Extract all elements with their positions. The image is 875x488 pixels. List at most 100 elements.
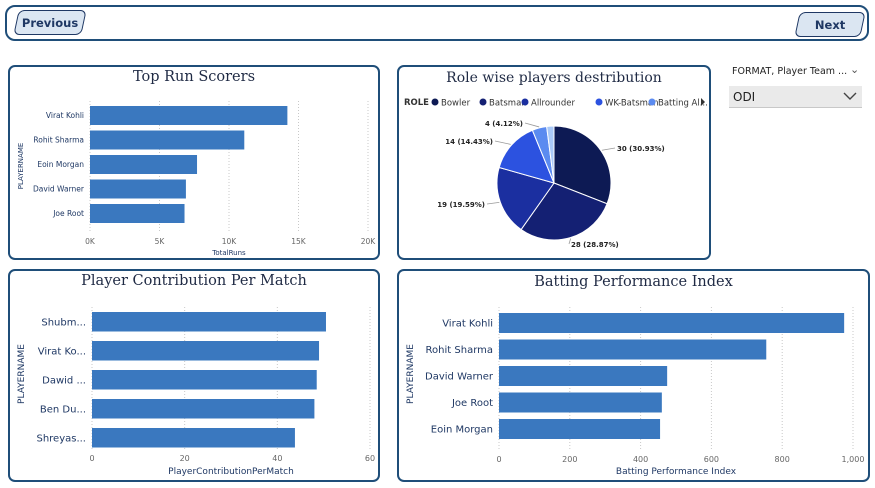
legend-entry: Allrounder [531, 99, 575, 109]
chart-title: Top Run Scorers [132, 69, 256, 85]
legend-marker [648, 98, 656, 106]
slice-label: 28 (28.87%) [571, 241, 619, 249]
chart-title: Player Contribution Per Match [81, 273, 307, 289]
bar [499, 366, 668, 386]
legend-marker [595, 98, 603, 106]
x-axis-label: PlayerContributionPerMatch [168, 467, 294, 477]
legend-marker [521, 98, 529, 106]
category-label: Shreyas... [36, 433, 86, 444]
category-label: Virat Kohli [46, 111, 84, 120]
x-tick-label: 1,000 [842, 455, 865, 464]
previous-button[interactable]: Previous [13, 10, 87, 35]
pie-slice [520, 182, 608, 241]
chart-title: Role wise players destribution [446, 70, 662, 86]
x-tick-label: 400 [633, 455, 648, 464]
leader-line [568, 238, 572, 245]
bar [90, 204, 185, 223]
slicer-header: FORMAT, Player Team ... [732, 66, 848, 77]
x-tick-label: 60 [365, 454, 375, 463]
legend-entry: WK-Batsman [605, 99, 659, 109]
x-tick-label: 0K [85, 237, 96, 246]
slice-label: 4 (4.12%) [485, 120, 523, 128]
x-tick-label: 10K [222, 237, 238, 246]
category-label: David Warner [425, 372, 494, 383]
player-contribution-panel: Player Contribution Per Match 0 20 40 60 Shu… [8, 269, 380, 482]
pie-slice [498, 129, 555, 184]
category-label: Joe Root [52, 209, 84, 218]
bar [90, 106, 288, 125]
next-button[interactable]: Next [794, 12, 866, 37]
chevron-down-icon [843, 92, 857, 100]
format-slicer-dropdown[interactable]: ODI [729, 86, 862, 108]
category-label: Ben Du... [40, 404, 86, 415]
top-run-scorers-panel: Top Run Scorers 0K 5K 10K 15K 20K Virat Kohli… [8, 65, 380, 260]
next-button-label: Next [814, 17, 846, 32]
category-label: Rohit Sharma [426, 345, 493, 356]
bar [92, 341, 320, 361]
bar [499, 419, 661, 439]
category-label: Virat Kohli [442, 319, 493, 330]
leader-line [494, 140, 511, 145]
category-label: Rohit Sharma [33, 136, 84, 145]
bar [90, 179, 186, 199]
previous-button-label: Previous [21, 15, 79, 30]
bar [92, 399, 315, 419]
x-tick-label: 0 [89, 454, 94, 463]
x-tick-label: 800 [775, 455, 790, 464]
legend-entry: Bowler [441, 99, 471, 109]
category-label: Dawid ... [42, 375, 86, 386]
y-axis-label: PLAYERNAME [17, 344, 27, 404]
batting-performance-panel: Batting Performance Index 0 200 400 600 800 1… [397, 269, 870, 482]
x-tick-label: 600 [704, 455, 719, 464]
x-tick-label: 200 [562, 455, 577, 464]
top-run-scorers-chart: 0K 5K 10K 15K 20K Virat Kohli Rohit Sharma Eoin… [17, 101, 377, 257]
bar [92, 428, 295, 448]
bar [499, 339, 767, 360]
leader-line [601, 147, 616, 151]
leader-line [486, 201, 500, 205]
role-distribution-chart: ROLE Bowler Batsman Allrounder WK-Batsman Bat… [404, 98, 708, 249]
legend-entry: Batting Al... [658, 99, 708, 109]
bar [499, 392, 662, 413]
x-tick-label: 20K [361, 237, 377, 246]
pie-slice [553, 125, 612, 205]
category-label: Eoin Morgan [431, 425, 493, 436]
bar [90, 155, 198, 174]
x-tick-label: 15K [291, 237, 307, 246]
category-label: Eoin Morgan [37, 160, 84, 169]
y-axis-label: PLAYERNAME [17, 143, 25, 190]
x-tick-label: 0 [496, 455, 501, 464]
navigation-bar: Previous Next [5, 5, 869, 41]
slice-label: 14 (14.43%) [445, 138, 493, 146]
x-axis-label: TotalRuns [211, 249, 246, 257]
bar [92, 370, 317, 390]
slicer-selected-value: ODI [733, 90, 756, 104]
player-contribution-chart: 0 20 40 60 Shubm... Virat Ko... Dawid ... Ben D… [17, 307, 375, 477]
chart-title: Batting Performance Index [534, 274, 733, 290]
category-label: David Warner [33, 185, 85, 194]
category-label: Virat Ko... [38, 346, 86, 357]
y-axis-label: PLAYERNAME [406, 344, 416, 404]
batting-performance-chart: 0 200 400 600 800 1,000 Virat Kohli Rohit Sharm… [406, 307, 865, 477]
chevron-down-icon[interactable]: ⌄ [850, 63, 860, 76]
x-tick-label: 40 [272, 454, 282, 463]
x-tick-label: 20 [180, 454, 190, 463]
legend-entry: Batsman [489, 99, 527, 109]
x-tick-label: 5K [155, 237, 166, 246]
category-label: Joe Root [451, 398, 493, 409]
role-distribution-panel: Role wise players destribution ROLE Bowle… [397, 65, 711, 260]
category-label: Shubm... [41, 317, 86, 328]
x-axis-label: Batting Performance Index [616, 467, 737, 477]
leader-line [524, 122, 540, 128]
legend-title: ROLE [404, 98, 429, 108]
pie-slice [496, 166, 555, 231]
slice-label: 30 (30.93%) [617, 145, 665, 153]
bar [92, 312, 326, 332]
bar [499, 313, 845, 333]
pie-slice [546, 125, 555, 184]
legend-scroll-icon [701, 98, 705, 106]
legend-marker [479, 98, 487, 106]
legend-marker [431, 98, 439, 106]
bar [90, 130, 245, 150]
slice-label: 19 (19.59%) [437, 201, 485, 209]
